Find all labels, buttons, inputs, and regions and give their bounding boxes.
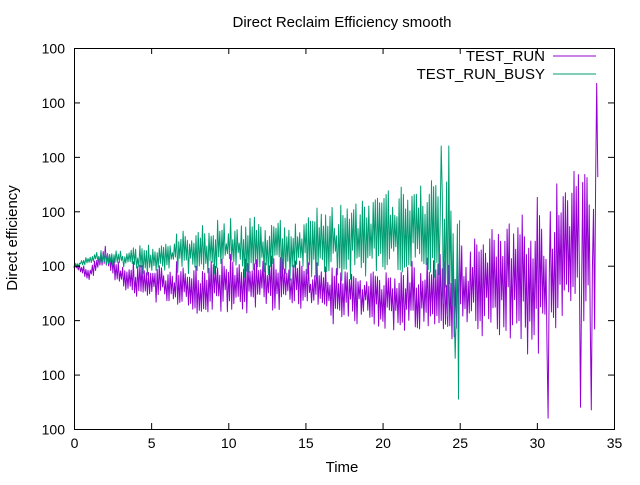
x-tick-label: 30 bbox=[530, 435, 546, 451]
x-tick-label: 5 bbox=[148, 435, 156, 451]
legend-label: TEST_RUN bbox=[466, 48, 545, 65]
plot-frame bbox=[74, 48, 615, 430]
series-line-test-run bbox=[73, 82, 599, 419]
x-tick-label: 25 bbox=[452, 435, 468, 451]
series-line-test-run-busy bbox=[73, 145, 461, 400]
x-axis-label: Time bbox=[326, 459, 359, 476]
y-tick-label: 100 bbox=[42, 149, 66, 165]
y-tick-label: 100 bbox=[42, 41, 66, 57]
y-tick-label: 100 bbox=[42, 367, 66, 383]
y-axis-ticks: 100 100 100 100 100 100 100 100 bbox=[42, 41, 614, 438]
x-axis-ticks: 0 5 10 15 20 25 30 35 bbox=[71, 48, 623, 451]
y-tick-label: 100 bbox=[42, 422, 66, 438]
x-tick-label: 20 bbox=[375, 435, 391, 451]
y-tick-label: 100 bbox=[42, 258, 66, 274]
x-tick-label: 35 bbox=[607, 435, 623, 451]
y-tick-label: 100 bbox=[42, 313, 66, 329]
chart-title: Direct Reclaim Efficiency smooth bbox=[233, 14, 452, 31]
x-tick-label: 15 bbox=[298, 435, 314, 451]
x-tick-label: 10 bbox=[221, 435, 237, 451]
series-layer bbox=[73, 82, 599, 419]
legend-label: TEST_RUN_BUSY bbox=[417, 66, 545, 83]
y-axis-label: Direct efficiency bbox=[4, 185, 21, 291]
y-tick-label: 100 bbox=[42, 204, 66, 220]
x-tick-label: 0 bbox=[71, 435, 79, 451]
y-tick-label: 100 bbox=[42, 95, 66, 111]
